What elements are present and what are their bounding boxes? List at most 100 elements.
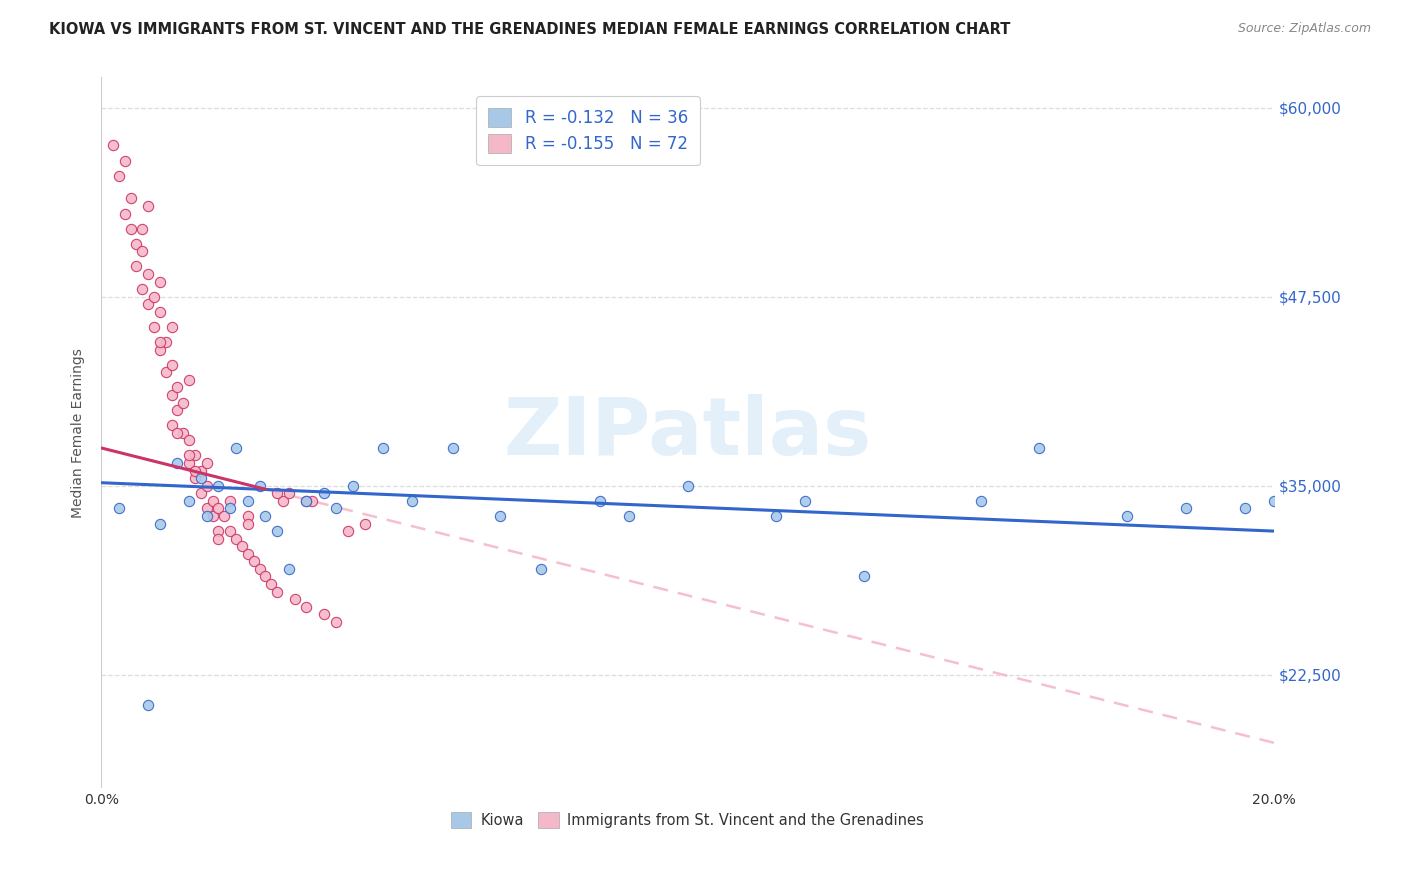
Point <box>101 138 124 153</box>
Point <box>120 221 142 235</box>
Point <box>236 508 259 523</box>
Point <box>160 388 183 402</box>
Point <box>236 547 259 561</box>
Text: KIOWA VS IMMIGRANTS FROM ST. VINCENT AND THE GRENADINES MEDIAN FEMALE EARNINGS C: KIOWA VS IMMIGRANTS FROM ST. VINCENT AND… <box>49 22 1011 37</box>
Point <box>271 494 294 508</box>
Point <box>131 244 153 259</box>
Point <box>312 607 335 622</box>
Point <box>231 539 253 553</box>
Point <box>589 494 612 508</box>
Point <box>1175 501 1198 516</box>
Point <box>295 599 318 614</box>
Point <box>1233 501 1256 516</box>
Point <box>172 425 194 440</box>
Point <box>107 501 129 516</box>
Point <box>184 471 207 485</box>
Point <box>114 153 136 168</box>
Point <box>143 320 166 334</box>
Point <box>793 494 815 508</box>
Point <box>125 260 148 274</box>
Point <box>254 508 277 523</box>
Point <box>201 494 224 508</box>
Point <box>249 479 271 493</box>
Point <box>120 191 142 205</box>
Point <box>149 275 172 289</box>
Point <box>160 418 183 433</box>
Point <box>149 516 172 531</box>
Point <box>136 698 159 712</box>
Point <box>225 441 247 455</box>
Point <box>489 508 512 523</box>
Point <box>254 569 277 583</box>
Point <box>1116 508 1139 523</box>
Point <box>195 508 218 523</box>
Point <box>219 494 242 508</box>
Legend: Kiowa, Immigrants from St. Vincent and the Grenadines: Kiowa, Immigrants from St. Vincent and t… <box>446 805 929 834</box>
Point <box>236 516 259 531</box>
Point <box>207 524 229 538</box>
Point <box>172 395 194 409</box>
Point <box>136 199 159 213</box>
Point <box>207 501 229 516</box>
Point <box>184 464 207 478</box>
Point <box>131 221 153 235</box>
Point <box>266 486 288 500</box>
Point <box>143 290 166 304</box>
Point <box>179 373 201 387</box>
Point <box>166 403 188 417</box>
Point <box>277 562 299 576</box>
Point <box>401 494 423 508</box>
Point <box>284 592 307 607</box>
Y-axis label: Median Female Earnings: Median Female Earnings <box>72 348 86 517</box>
Point <box>214 508 236 523</box>
Point <box>354 516 377 531</box>
Point <box>166 425 188 440</box>
Point <box>136 297 159 311</box>
Point <box>190 486 212 500</box>
Point <box>131 282 153 296</box>
Point <box>1028 441 1050 455</box>
Point <box>277 486 299 500</box>
Point <box>312 486 335 500</box>
Point <box>107 169 129 183</box>
Point <box>190 464 212 478</box>
Point <box>219 501 242 516</box>
Point <box>970 494 993 508</box>
Point <box>325 501 347 516</box>
Point <box>266 524 288 538</box>
Point <box>160 320 183 334</box>
Point <box>201 508 224 523</box>
Point <box>195 501 218 516</box>
Point <box>207 479 229 493</box>
Point <box>249 562 271 576</box>
Point <box>166 380 188 394</box>
Point <box>617 508 640 523</box>
Point <box>195 456 218 470</box>
Point <box>166 456 188 470</box>
Point <box>336 524 359 538</box>
Point <box>136 267 159 281</box>
Point <box>149 305 172 319</box>
Point <box>242 554 264 568</box>
Point <box>236 494 259 508</box>
Point <box>325 615 347 629</box>
Point <box>295 494 318 508</box>
Point <box>441 441 464 455</box>
Point <box>160 358 183 372</box>
Point <box>676 479 699 493</box>
Point <box>295 494 318 508</box>
Point <box>114 206 136 220</box>
Point <box>530 562 553 576</box>
Point <box>155 334 177 349</box>
Point <box>266 584 288 599</box>
Point <box>195 479 218 493</box>
Point <box>1263 494 1285 508</box>
Text: Source: ZipAtlas.com: Source: ZipAtlas.com <box>1237 22 1371 36</box>
Point <box>301 494 323 508</box>
Point <box>179 434 201 448</box>
Point <box>179 449 201 463</box>
Text: ZIPatlas: ZIPatlas <box>503 393 872 472</box>
Point <box>260 577 283 591</box>
Point <box>765 508 787 523</box>
Point <box>371 441 394 455</box>
